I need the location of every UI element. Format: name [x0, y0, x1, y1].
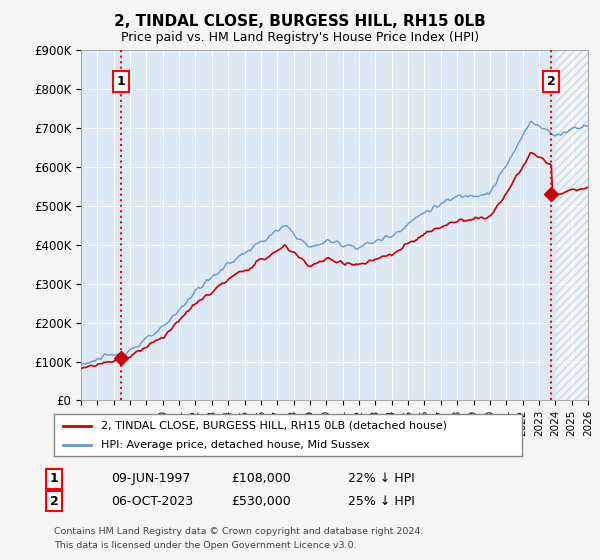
Text: 09-JUN-1997: 09-JUN-1997	[111, 472, 190, 486]
Text: 22% ↓ HPI: 22% ↓ HPI	[348, 472, 415, 486]
Bar	[555, 50, 588, 400]
Text: 2, TINDAL CLOSE, BURGESS HILL, RH15 0LB: 2, TINDAL CLOSE, BURGESS HILL, RH15 0LB	[114, 14, 486, 29]
Text: £108,000: £108,000	[231, 472, 291, 486]
Text: 1: 1	[116, 75, 125, 88]
Text: 25% ↓ HPI: 25% ↓ HPI	[348, 494, 415, 508]
Text: 2: 2	[547, 75, 556, 88]
Text: 1: 1	[50, 472, 58, 486]
Text: HPI: Average price, detached house, Mid Sussex: HPI: Average price, detached house, Mid …	[101, 440, 370, 450]
Text: This data is licensed under the Open Government Licence v3.0.: This data is licensed under the Open Gov…	[54, 541, 356, 550]
Text: 2, TINDAL CLOSE, BURGESS HILL, RH15 0LB (detached house): 2, TINDAL CLOSE, BURGESS HILL, RH15 0LB …	[101, 421, 447, 431]
Text: Contains HM Land Registry data © Crown copyright and database right 2024.: Contains HM Land Registry data © Crown c…	[54, 528, 424, 536]
Text: 2: 2	[50, 494, 58, 508]
Text: Price paid vs. HM Land Registry's House Price Index (HPI): Price paid vs. HM Land Registry's House …	[121, 31, 479, 44]
Text: 06-OCT-2023: 06-OCT-2023	[111, 494, 193, 508]
Text: £530,000: £530,000	[231, 494, 291, 508]
